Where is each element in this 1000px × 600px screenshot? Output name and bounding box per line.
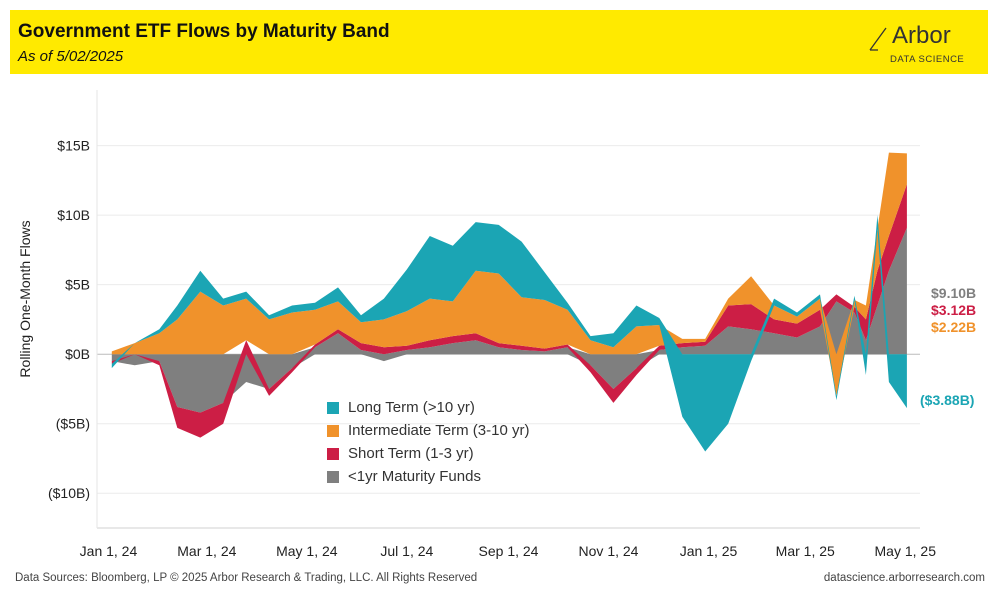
legend-item-sub1yr: <1yr Maturity Funds: [327, 465, 529, 488]
x-tick-label: May 1, 24: [276, 543, 338, 559]
legend-label-sub1yr: <1yr Maturity Funds: [348, 468, 481, 485]
legend: Long Term (>10 yr) Intermediate Term (3-…: [327, 396, 529, 488]
area-long: [111, 215, 907, 452]
legend-item-long: Long Term (>10 yr): [327, 396, 529, 419]
x-tick-label: Jan 1, 24: [80, 543, 138, 559]
y-tick-label: $5B: [65, 277, 90, 293]
arbor-logo-mark: [869, 27, 887, 51]
y-tick-label: ($5B): [56, 416, 90, 432]
end-label-intermediate: $2.22B: [931, 319, 977, 335]
end-label-long: ($3.88B): [920, 392, 975, 408]
header-banner: Government ETF Flows by Maturity Band As…: [10, 10, 988, 74]
flows-chart: ($10B) ($5B) $0B $5B $10B $15B Jan 1, 24 Mar 1…: [17, 90, 937, 559]
x-tick-label: Mar 1, 25: [776, 543, 835, 559]
legend-label-short: Short Term (1-3 yr): [348, 445, 474, 462]
legend-label-intermediate: Intermediate Term (3-10 yr): [348, 422, 530, 439]
legend-label-long: Long Term (>10 yr): [348, 399, 475, 416]
legend-item-short: Short Term (1-3 yr): [327, 442, 529, 465]
x-tick-label: Mar 1, 24: [177, 543, 236, 559]
arbor-logo: Arbor DATA SCIENCE: [868, 20, 978, 72]
footer-site: datascience.arborresearch.com: [823, 572, 985, 584]
legend-swatch-short: [327, 447, 339, 460]
footer-sources: Data Sources: Bloomberg, LP © 2025 Arbor…: [15, 572, 478, 584]
y-tick-label: ($10B): [48, 485, 90, 501]
end-label-short: $3.12B: [931, 302, 977, 318]
legend-swatch-long: [327, 401, 339, 414]
area-series: [111, 152, 907, 452]
logo-wordmark: Arbor: [892, 22, 951, 49]
x-tick-label: Jul 1, 24: [380, 543, 433, 559]
x-tick-label: May 1, 25: [875, 543, 937, 559]
chart-subtitle: As of 5/02/2025: [18, 48, 124, 65]
x-tick-label: Sep 1, 24: [479, 543, 539, 559]
y-tick-label: $0B: [65, 346, 90, 362]
area-intermediate: [111, 152, 907, 396]
logo-tagline: DATA SCIENCE: [890, 54, 965, 65]
y-axis-label: Rolling One-Month Flows: [17, 220, 33, 377]
y-axis-ticks: ($10B) ($5B) $0B $5B $10B $15B: [48, 138, 90, 502]
y-tick-label: $15B: [57, 138, 90, 154]
end-label-sub1yr: $9.10B: [931, 285, 977, 301]
x-tick-label: Nov 1, 24: [579, 543, 639, 559]
chart-title: Government ETF Flows by Maturity Band: [18, 21, 390, 42]
legend-swatch-intermediate: [327, 424, 339, 437]
area-short: [111, 184, 907, 438]
y-tick-label: $10B: [57, 207, 90, 223]
area-sub1yr: [111, 227, 907, 413]
legend-item-intermediate: Intermediate Term (3-10 yr): [327, 419, 529, 442]
x-tick-label: Jan 1, 25: [680, 543, 738, 559]
legend-swatch-sub1yr: [327, 470, 339, 483]
x-axis-ticks: Jan 1, 24 Mar 1, 24 May 1, 24 Jul 1, 24 Sep …: [80, 543, 937, 559]
